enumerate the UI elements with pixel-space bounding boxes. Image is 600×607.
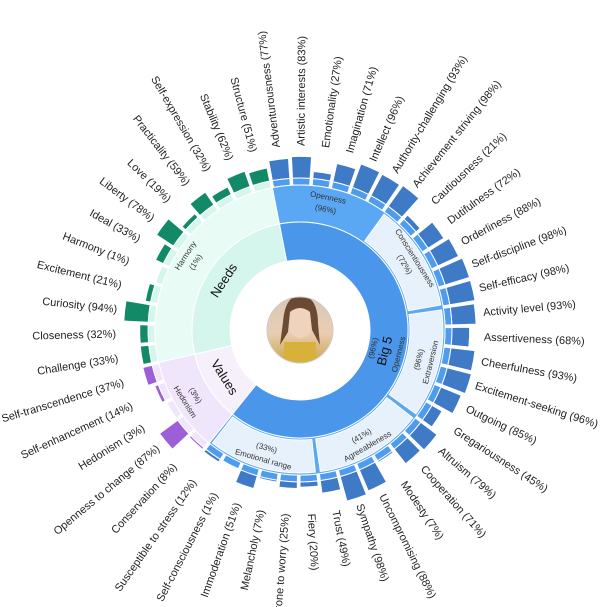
trait-bar[interactable] — [278, 480, 298, 489]
domain-rings-layer: Openness(96%)Conscientiousness(72%)Extra… — [154, 184, 446, 476]
trait-bar[interactable] — [376, 450, 394, 464]
big5-facet-panel[interactable] — [363, 213, 442, 312]
group-label: Big 5 — [374, 335, 396, 367]
trait-bars-layer — [123, 155, 477, 502]
trait-bar[interactable] — [158, 419, 190, 450]
trait-label: Challenge (33%) — [36, 353, 119, 378]
trait-bar[interactable] — [387, 184, 420, 218]
big5-facet-panel[interactable] — [315, 396, 414, 473]
trait-bar[interactable] — [299, 480, 319, 488]
trait-label: Melancholy (7%) — [239, 509, 268, 592]
trait-label: Closeness (32%) — [32, 328, 116, 342]
trait-bar[interactable] — [181, 212, 199, 231]
trait-bar[interactable] — [189, 191, 215, 217]
trait-bar[interactable] — [221, 460, 239, 471]
trait-bar[interactable] — [441, 367, 473, 395]
trait-bar[interactable] — [393, 436, 422, 465]
trait-bar[interactable] — [203, 448, 221, 463]
trait-bar[interactable] — [188, 434, 205, 450]
trait-bar[interactable] — [319, 476, 342, 494]
trait-bar[interactable] — [123, 300, 151, 323]
trait-bar[interactable] — [210, 186, 233, 204]
trait-bar[interactable] — [154, 384, 167, 404]
trait-label: Activity level (93%) — [483, 299, 577, 319]
trait-label: Self-expression (32%) — [148, 74, 213, 174]
avatar — [267, 297, 333, 363]
trait-label: Trust (49%) — [329, 509, 352, 567]
trait-label: Excitement (21%) — [36, 259, 123, 291]
trait-bar[interactable] — [403, 214, 421, 233]
trait-bar[interactable] — [155, 218, 185, 247]
trait-bar[interactable] — [226, 170, 251, 194]
trait-bar[interactable] — [417, 221, 445, 249]
trait-bar[interactable] — [139, 324, 150, 344]
trait-bar[interactable] — [139, 344, 153, 366]
center-group — [230, 260, 370, 400]
trait-label: Emotionality (27%) — [320, 56, 345, 149]
trait-label: Adventurousness (77%) — [256, 30, 283, 148]
trait-bar[interactable] — [312, 171, 333, 182]
trait-bar[interactable] — [449, 303, 477, 326]
big5-facet-panel[interactable] — [211, 416, 316, 474]
trait-bar[interactable] — [339, 470, 368, 502]
trait-bar[interactable] — [154, 242, 173, 265]
trait-bar[interactable] — [144, 282, 156, 303]
trait-bar[interactable] — [234, 469, 258, 490]
trait-bar[interactable] — [268, 157, 291, 182]
trait-label: Prone to worry (25%) — [272, 513, 292, 607]
trait-label: Curiosity (94%) — [42, 296, 118, 316]
trait-bar[interactable] — [142, 364, 158, 387]
big5-facet-panel[interactable] — [388, 309, 444, 415]
trait-label: Fiery (20%) — [305, 513, 320, 570]
trait-bar[interactable] — [421, 404, 443, 428]
trait-bar[interactable] — [408, 421, 438, 451]
trait-bar[interactable] — [438, 257, 471, 286]
trait-bar[interactable] — [432, 386, 463, 415]
trait-label: Artistic interests (83%) — [295, 36, 308, 146]
trait-label: Self-efficacy (98%) — [478, 262, 570, 294]
trait-ring-segment — [147, 324, 157, 344]
trait-label: Cautiousness (21%) — [429, 131, 509, 208]
trait-bar[interactable] — [247, 167, 271, 187]
trait-bar[interactable] — [428, 237, 460, 267]
trait-label: Ideal (33%) — [87, 207, 142, 245]
trait-bar[interactable] — [450, 326, 471, 348]
trait-bar[interactable] — [445, 279, 476, 306]
trait-bar[interactable] — [447, 347, 476, 372]
trait-bar[interactable] — [165, 402, 177, 420]
trait-label: Structure (51%) — [227, 76, 258, 154]
trait-bar[interactable] — [351, 163, 381, 195]
domain-percent: (96%) — [314, 203, 337, 216]
trait-label: Assertiveness (68%) — [484, 332, 585, 348]
trait-bar[interactable] — [332, 162, 357, 188]
trait-bar[interactable] — [258, 475, 278, 483]
trait-label: Cheerfulness (93%) — [480, 356, 578, 385]
trait-bar[interactable] — [290, 155, 313, 179]
trait-bar[interactable] — [370, 173, 401, 206]
trait-bar[interactable] — [154, 265, 163, 284]
trait-ring-segment — [291, 177, 311, 186]
trait-bar[interactable] — [358, 461, 388, 492]
